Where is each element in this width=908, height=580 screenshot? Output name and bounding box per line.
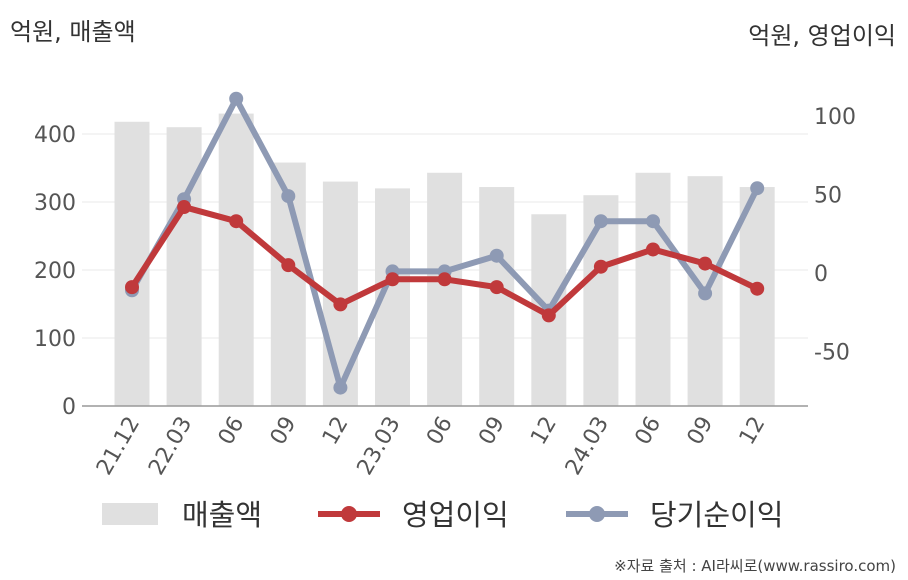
legend-revenue-label: 매출액 bbox=[182, 498, 262, 532]
left-y-tick: 0 bbox=[62, 395, 76, 420]
operating-profit-point bbox=[229, 214, 244, 229]
operating-profit-point bbox=[177, 200, 192, 215]
operating-profit-point bbox=[385, 272, 400, 287]
left-y-tick: 400 bbox=[34, 123, 76, 148]
net-income-point bbox=[489, 248, 504, 263]
source-note: ※자료 출처 : AI라씨로(www.rassiro.com) bbox=[614, 557, 896, 575]
left-y-tick: 200 bbox=[34, 259, 76, 284]
x-tick-label: 12 bbox=[735, 413, 771, 450]
operating-profit-point bbox=[593, 259, 608, 274]
legend-net-label: 당기순이익 bbox=[650, 498, 783, 532]
net-income-point bbox=[593, 214, 608, 229]
legend-op-label: 영업이익 bbox=[402, 498, 509, 532]
revenue-bars bbox=[114, 113, 775, 406]
net-income-point bbox=[646, 214, 660, 229]
net-income-point bbox=[698, 286, 713, 301]
net-income-point bbox=[281, 189, 296, 204]
x-tick-label: 09 bbox=[683, 413, 719, 450]
operating-profit-point bbox=[646, 242, 660, 257]
legend-net-marker bbox=[589, 506, 605, 522]
x-tick-label: 09 bbox=[266, 413, 302, 450]
line-series bbox=[125, 91, 765, 395]
left-axis-unit: 억원, 매출액 bbox=[10, 18, 136, 46]
right-y-tick: -50 bbox=[814, 341, 850, 366]
revenue-bar bbox=[583, 195, 619, 406]
x-tick-label: 23.03 bbox=[353, 413, 406, 480]
legend-revenue-swatch bbox=[102, 503, 158, 525]
x-tick-label: 06 bbox=[214, 413, 250, 450]
legend: 매출액 영업이익 당기순이익 bbox=[102, 498, 783, 532]
right-axis-unit: 억원, 영업이익 bbox=[748, 22, 896, 50]
operating-profit-point bbox=[489, 280, 504, 295]
x-tick-label: 06 bbox=[631, 413, 667, 450]
revenue-bar bbox=[635, 172, 671, 406]
operating-profit-point bbox=[698, 256, 713, 271]
x-tick-label: 09 bbox=[474, 413, 510, 450]
x-tick-label: 06 bbox=[422, 413, 458, 450]
left-y-tick: 300 bbox=[34, 191, 76, 216]
x-tick-label: 21.12 bbox=[92, 413, 145, 480]
operating-profit-point bbox=[125, 280, 139, 295]
revenue-bar bbox=[166, 127, 202, 406]
right-y-tick: 0 bbox=[814, 262, 828, 287]
operating-profit-point bbox=[437, 272, 452, 287]
operating-profit-point bbox=[541, 308, 556, 323]
left-y-tick: 100 bbox=[34, 327, 76, 352]
revenue-bar bbox=[218, 113, 254, 406]
operating-profit-point bbox=[281, 258, 296, 273]
x-tick-label: 12 bbox=[318, 413, 354, 450]
net-income-point bbox=[229, 91, 244, 106]
revenue-bar bbox=[739, 187, 775, 406]
net-income-point bbox=[750, 181, 765, 196]
left-y-ticks: 0 100 200 300 400 bbox=[34, 123, 76, 420]
right-y-tick: 100 bbox=[814, 105, 856, 130]
x-tick-label: 22.03 bbox=[144, 413, 197, 480]
right-y-ticks: -50 0 50 100 bbox=[814, 105, 856, 366]
operating-profit-point bbox=[333, 297, 348, 312]
x-tick-label: 24.03 bbox=[561, 413, 614, 480]
net-income-point bbox=[333, 380, 348, 395]
right-y-tick: 50 bbox=[814, 184, 842, 209]
revenue-bar bbox=[427, 172, 463, 406]
operating-profit-point bbox=[750, 281, 765, 296]
legend-op-marker bbox=[341, 506, 357, 522]
x-tick-label: 12 bbox=[526, 413, 562, 450]
